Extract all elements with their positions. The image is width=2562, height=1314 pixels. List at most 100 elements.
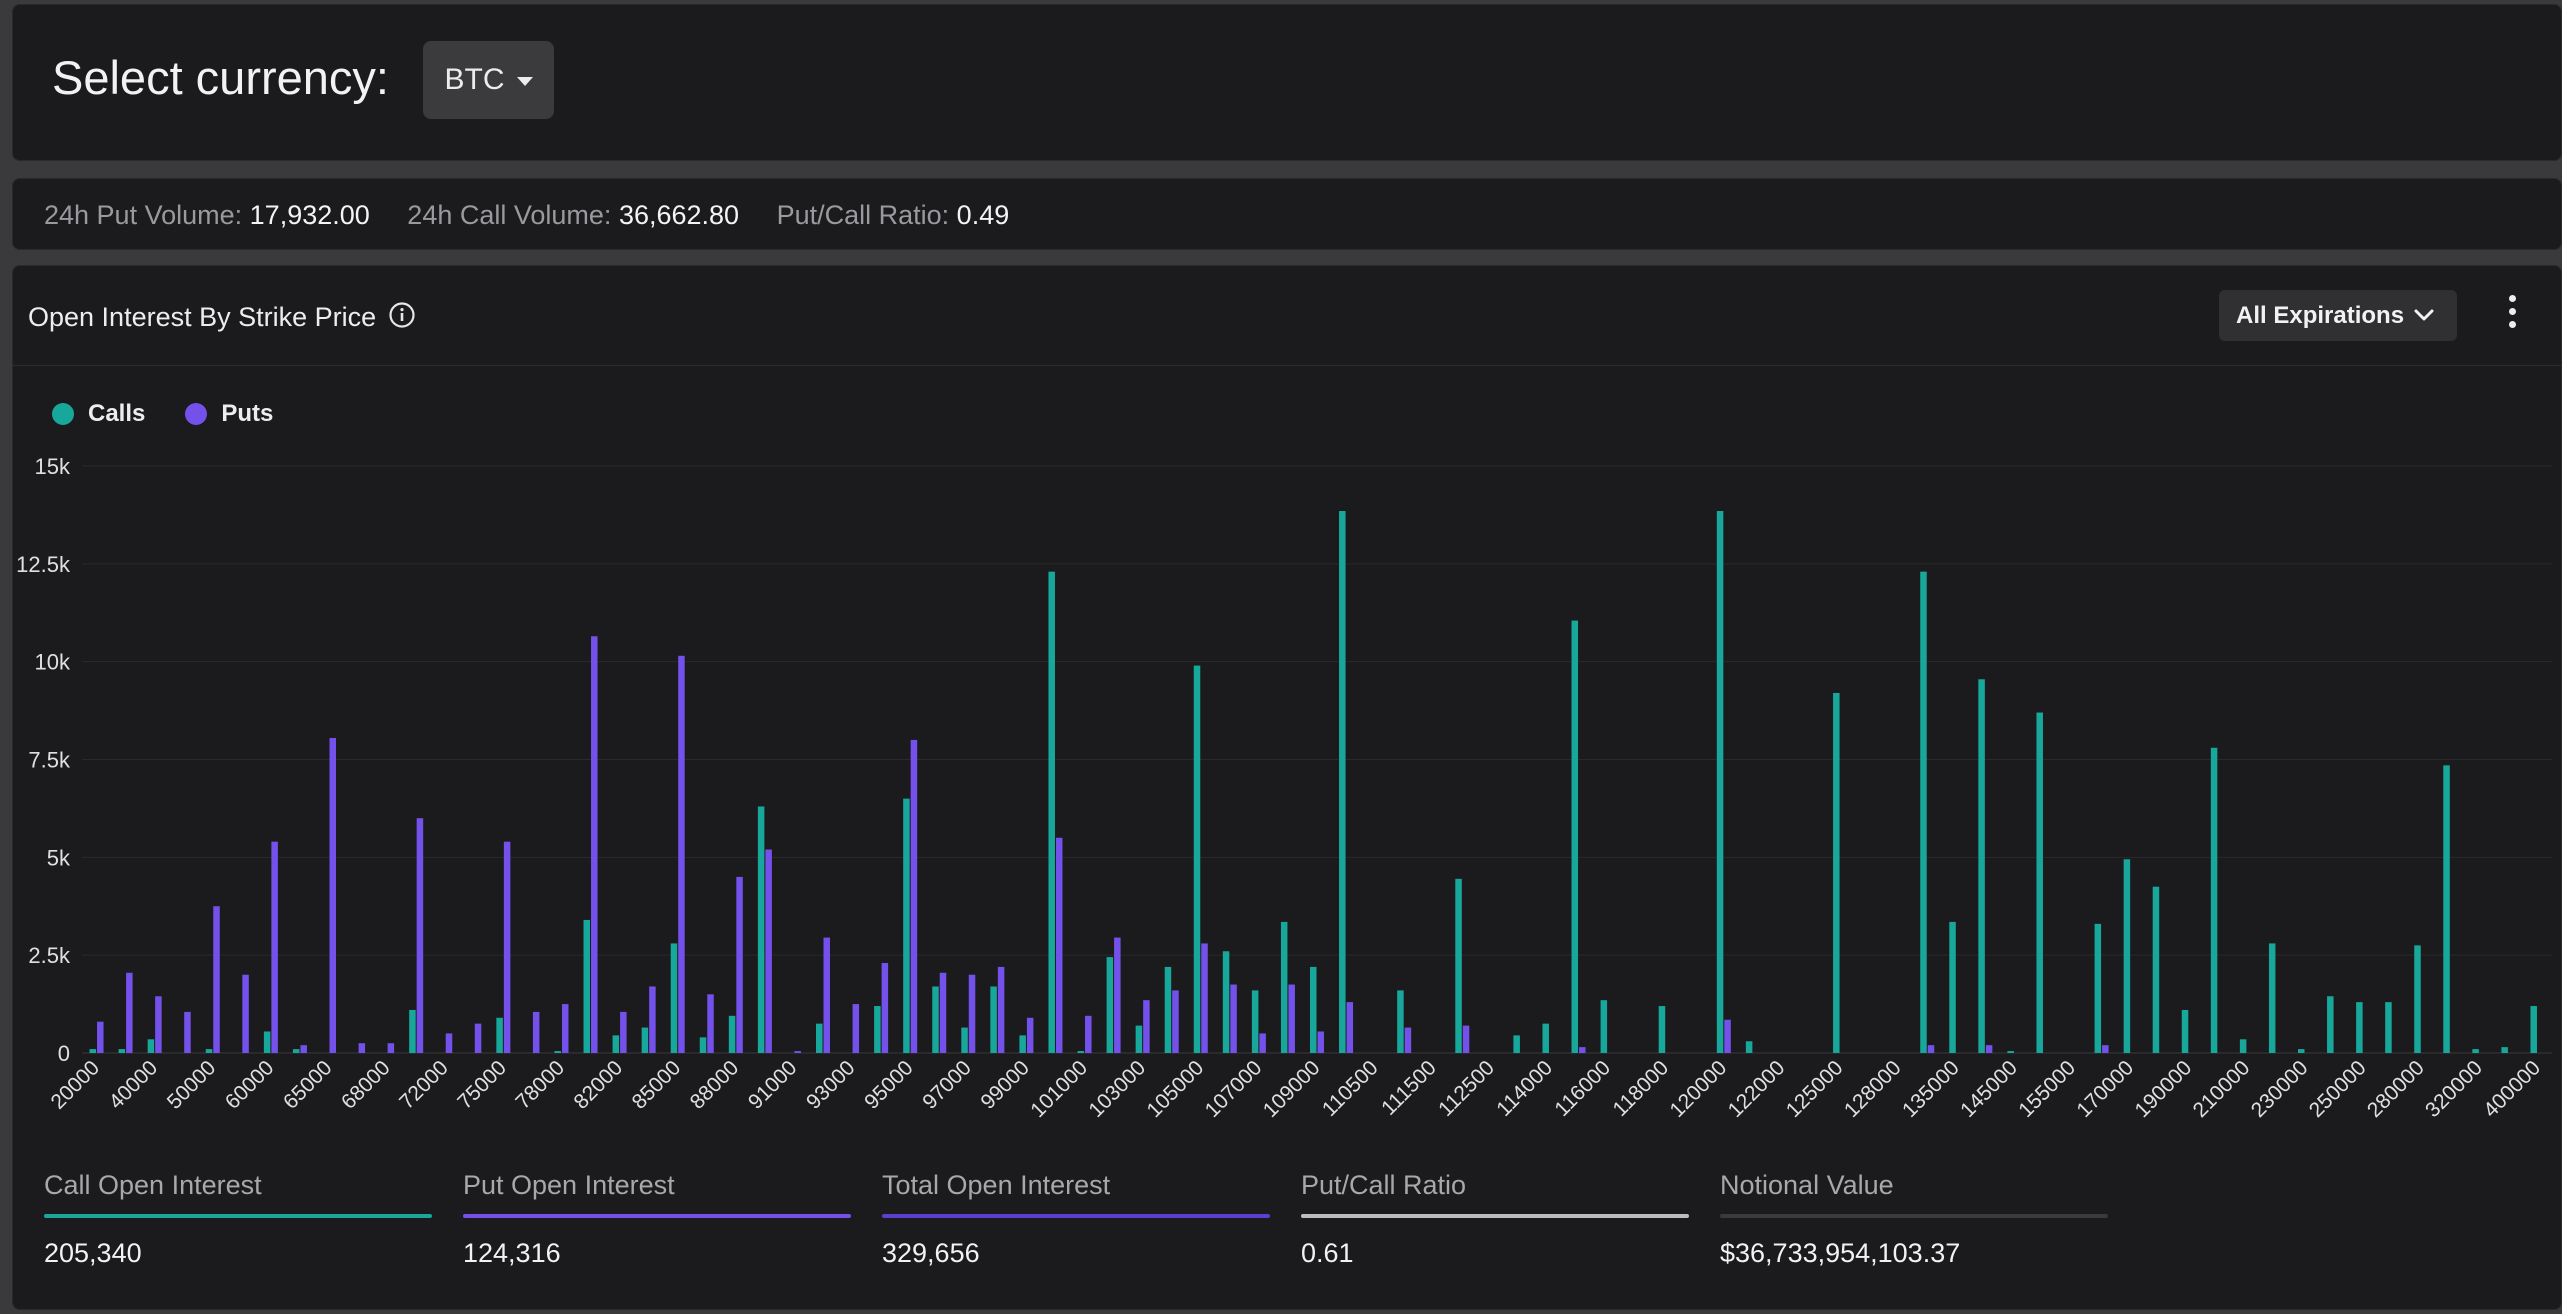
x-tick-label: 99000 (976, 1056, 1034, 1114)
calls-bar (1048, 571, 1055, 1053)
stat-underline (882, 1214, 1270, 1218)
puts-bar (649, 986, 656, 1053)
puts-bar (329, 737, 336, 1053)
calls-bar (816, 1023, 823, 1053)
puts-bar (1288, 984, 1295, 1053)
x-tick-label: 145000 (1956, 1056, 2022, 1122)
stat-value: 124,316 (463, 1238, 561, 1268)
calls-bar (2036, 712, 2043, 1053)
puts-bar (416, 818, 424, 1053)
x-tick-label: 280000 (2363, 1056, 2429, 1122)
calls-bar (1135, 1025, 1143, 1053)
calls-bar (1310, 966, 1317, 1053)
currency-dropdown[interactable]: BTC (423, 41, 554, 119)
x-tick-label: 120000 (1666, 1056, 1732, 1122)
volume-ratio-label: Put/Call Ratio: (776, 200, 950, 230)
calls-bar (903, 798, 910, 1053)
x-tick-label: 68000 (337, 1056, 395, 1114)
open-interest-card: Open Interest By Strike Price All Expira… (12, 265, 2562, 1310)
x-tick-label: 125000 (1782, 1056, 1848, 1122)
volume-ratio-value: 0.49 (956, 200, 1010, 230)
puts-bar (1114, 937, 1121, 1053)
calls-bar (1397, 990, 1404, 1053)
stat-label: Put/Call Ratio (1301, 1170, 1467, 1200)
calls-bar (1600, 1000, 1608, 1053)
x-tick-label: 78000 (511, 1056, 569, 1114)
puts-bar (184, 1011, 191, 1053)
calls-bar (1658, 1006, 1666, 1053)
puts-bar (213, 906, 220, 1053)
calls-bar (2530, 1006, 2537, 1053)
legend-label-puts: Puts (221, 400, 274, 427)
calls-bar (89, 1049, 97, 1053)
calls-bar (2472, 1049, 2479, 1053)
x-tick-label: 110500 (1318, 1056, 1383, 1121)
x-tick-label: 135000 (1898, 1056, 1964, 1122)
calls-bar (1077, 1051, 1085, 1053)
x-tick-label: 170000 (2072, 1056, 2138, 1122)
calls-bar (2239, 1039, 2247, 1053)
stat-label: Put Open Interest (463, 1170, 675, 1200)
x-tick-label: 105000 (1142, 1056, 1208, 1122)
header-divider (12, 365, 2562, 366)
x-tick-label: 230000 (2247, 1056, 2313, 1122)
stat-underline (44, 1214, 432, 1218)
puts-bar (1085, 1015, 1092, 1053)
legend-item-puts[interactable]: Puts (185, 400, 273, 428)
x-tick-label: 155000 (2014, 1056, 2080, 1122)
puts-bar (97, 1021, 104, 1053)
expirations-dropdown[interactable]: All Expirations (2219, 290, 2457, 341)
puts-bar (1462, 1025, 1470, 1053)
stat-underline (1720, 1214, 2108, 1218)
puts-bar (678, 655, 685, 1053)
info-icon[interactable] (388, 301, 416, 329)
puts-bar (1172, 990, 1179, 1053)
puts-bar (1346, 1002, 1354, 1053)
puts-bar (736, 876, 743, 1053)
puts-bar (474, 1023, 482, 1053)
calls-bar (496, 1017, 503, 1053)
puts-bar (561, 1004, 569, 1053)
puts-bar (1259, 1033, 1266, 1053)
calls-bar (2501, 1047, 2508, 1053)
x-tick-label: 107000 (1201, 1056, 1267, 1122)
call-volume-value: 36,662.80 (618, 200, 740, 230)
stat-call-oi: Call Open Interest 205,340 (44, 1170, 432, 1269)
calls-bar (583, 919, 591, 1053)
legend-label-calls: Calls (88, 400, 146, 427)
y-tick-label: 12.5k (16, 552, 71, 577)
stat-value: 0.61 (1301, 1238, 1354, 1268)
puts-bar (358, 1043, 366, 1053)
legend-item-calls[interactable]: Calls (52, 400, 145, 428)
calls-bar (409, 1009, 416, 1053)
stat-put-oi: Put Open Interest 124,316 (463, 1170, 851, 1269)
puts-bar (242, 974, 249, 1053)
calls-bar (1251, 990, 1259, 1053)
x-tick-label: 250000 (2305, 1056, 2371, 1122)
puts-bar (1404, 1027, 1412, 1053)
calls-bar (1949, 921, 1956, 1053)
x-tick-label: 40000 (105, 1056, 163, 1114)
calls-bar (2007, 1051, 2014, 1053)
calls-bar (1978, 679, 1985, 1053)
more-menu-icon[interactable] (2506, 295, 2518, 335)
puts-bar (1026, 1017, 1034, 1053)
x-tick-label: 75000 (453, 1056, 511, 1114)
y-tick-label: 15k (35, 454, 71, 479)
calls-bar (2385, 1002, 2392, 1053)
calls-bar (2414, 945, 2421, 1053)
calls-bar (961, 1027, 968, 1053)
x-tick-label: 91000 (744, 1056, 802, 1114)
chevron-down-icon (2414, 309, 2434, 321)
calls-bar (2181, 1009, 2189, 1053)
puts-bar (1579, 1047, 1586, 1053)
puts-bar (823, 937, 830, 1053)
y-tick-label: 2.5k (28, 943, 71, 968)
open-interest-chart: 0 2.5k 5k 7.5k 10k 12.5k 15k 20000 40000 50000 600… (16, 454, 2552, 1122)
stat-underline (463, 1214, 851, 1218)
calls-bar (1542, 1023, 1549, 1053)
puts-bar (503, 841, 511, 1053)
put-volume: 24h Put Volume: 17,932.00 (44, 200, 370, 230)
calls-bar (147, 1039, 155, 1053)
puts-bar (155, 996, 162, 1053)
